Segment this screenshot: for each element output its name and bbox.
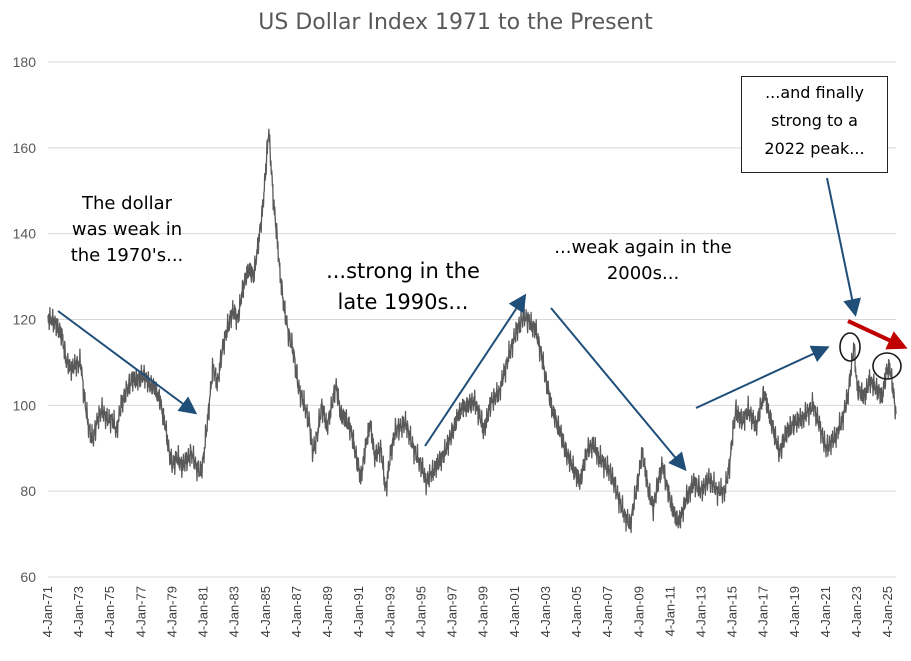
- arrow-red-decline: [847, 319, 908, 350]
- y-tick-label: 60: [20, 569, 36, 585]
- x-tick-label: 4-Jan-85: [258, 586, 273, 637]
- x-tick-label: 4-Jan-93: [382, 586, 397, 637]
- x-tick-label: 4-Jan-75: [102, 586, 117, 637]
- x-tick-label: 4-Jan-99: [476, 586, 491, 637]
- y-tick-label: 80: [20, 483, 36, 499]
- arrow-rise-2020s: [695, 345, 830, 409]
- y-tick-label: 120: [13, 312, 37, 328]
- peak-2025-circle: [872, 352, 902, 380]
- annotation-2022-peak-box: ...and finally strong to a 2022 peak...: [741, 76, 888, 173]
- arrow-strong-1990s: [424, 293, 527, 447]
- y-tick-label: 140: [13, 226, 37, 242]
- x-tick-label: 4-Jan-83: [227, 586, 242, 637]
- x-tick-label: 4-Jan-71: [40, 586, 55, 637]
- x-tick-label: 4-Jan-17: [756, 586, 771, 637]
- y-tick-label: 180: [13, 54, 37, 70]
- arrow-to-2022-peak: [826, 177, 861, 317]
- y-tick-label: 100: [13, 397, 37, 413]
- x-tick-label: 4-Jan-89: [320, 586, 335, 637]
- chart-title: US Dollar Index 1971 to the Present: [258, 10, 653, 35]
- annotation-weak-1970s: The dollar was weak in the 1970's...: [70, 193, 184, 266]
- data-series-line: [47, 128, 897, 534]
- arrow-weak-2000s: [550, 307, 687, 472]
- x-tick-label: 4-Jan-81: [196, 586, 211, 637]
- x-tick-label: 4-Jan-09: [631, 586, 646, 637]
- x-tick-label: 4-Jan-13: [694, 586, 709, 637]
- x-tick-label: 4-Jan-05: [569, 586, 584, 637]
- x-tick-label: 4-Jan-23: [849, 586, 864, 637]
- y-tick-label: 160: [13, 140, 37, 156]
- x-tick-label: 4-Jan-11: [662, 586, 677, 636]
- x-tick-label: 4-Jan-15: [725, 586, 740, 637]
- x-tick-label: 4-Jan-73: [71, 586, 86, 637]
- x-tick-label: 4-Jan-07: [600, 586, 615, 637]
- x-tick-label: 4-Jan-97: [445, 586, 460, 637]
- x-tick-label: 4-Jan-77: [133, 586, 148, 637]
- x-tick-label: 4-Jan-95: [413, 586, 428, 637]
- annotation-strong-1990s: ...strong in the late 1990s...: [326, 259, 480, 314]
- arrow-weak-1970s: [57, 310, 198, 415]
- x-tick-label: 4-Jan-25: [880, 586, 895, 637]
- x-tick-label: 4-Jan-21: [818, 586, 833, 637]
- peak-2022-circle: [839, 332, 861, 362]
- x-tick-label: 4-Jan-91: [351, 586, 366, 637]
- x-tick-label: 4-Jan-79: [164, 586, 179, 637]
- x-tick-label: 4-Jan-03: [538, 586, 553, 637]
- annotation-weak-2000s: ...weak again in the 2000s...: [554, 237, 732, 284]
- x-tick-label: 4-Jan-87: [289, 586, 304, 637]
- x-tick-label: 4-Jan-01: [507, 586, 522, 637]
- x-tick-label: 4-Jan-19: [787, 586, 802, 637]
